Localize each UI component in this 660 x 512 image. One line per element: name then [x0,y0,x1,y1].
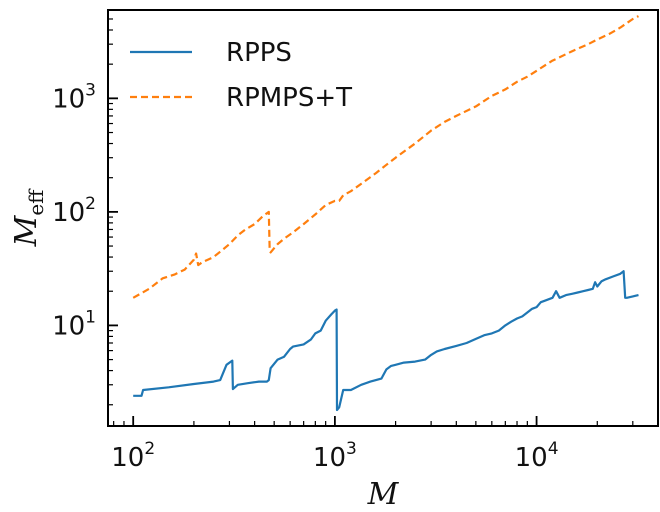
y-ticks: 101 102 103 [52,9,118,406]
y-axis-label-subscript: eff [24,188,48,216]
series-layer [132,15,639,412]
x-ticks: 102 103 104 [111,416,659,473]
y-tick-label: 102 [52,194,96,228]
series-line-rpps [133,270,639,412]
legend-label: RPPS [226,38,292,68]
plot-frame [107,9,659,427]
legend: RPPS RPMPS+T [130,38,352,113]
y-tick-label: 101 [52,307,96,341]
y-tick-label: 103 [52,80,96,114]
y-axis-label-main: M [9,214,44,247]
x-axis-label: M [367,477,400,512]
series-line-rpmps-t [132,15,639,299]
x-tick-label: 102 [111,439,155,473]
y-axis-label: Meff [9,188,48,248]
plot-area: 102 103 104 101 102 103 [52,9,659,473]
legend-label: RPMPS+T [226,83,352,113]
x-tick-label: 103 [313,439,357,473]
x-tick-label: 104 [515,439,559,473]
